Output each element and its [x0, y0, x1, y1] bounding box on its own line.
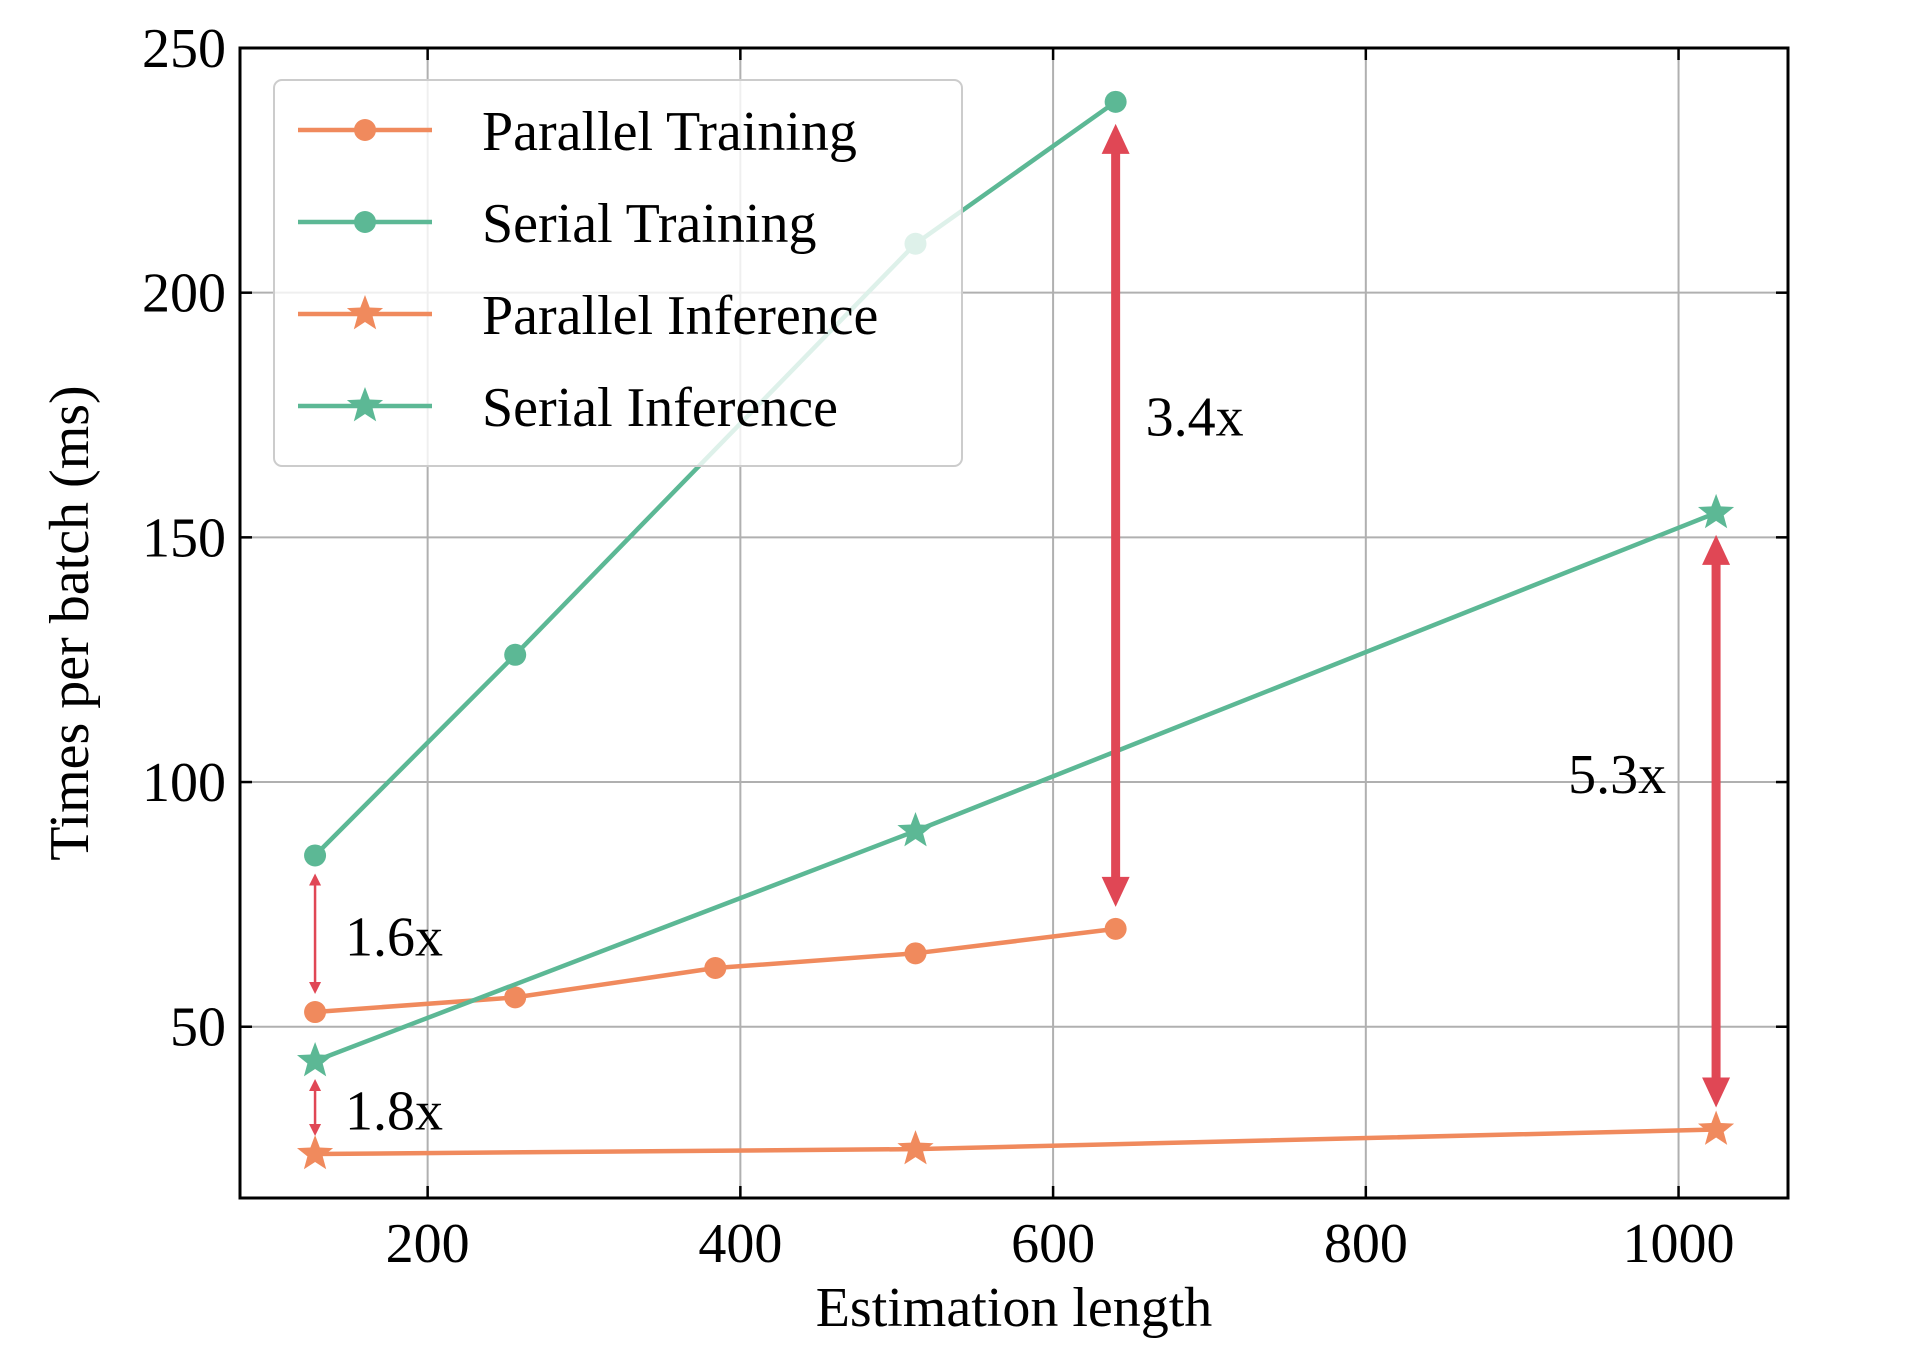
legend-marker-0: [354, 119, 376, 141]
series-0-point-3: [904, 942, 927, 965]
y-tick-label-0: 50: [170, 997, 226, 1059]
series-1-point-1: [504, 643, 527, 666]
legend-label-1: Serial Training: [482, 193, 816, 255]
annotation-arrowhead-bottom-2: [1101, 876, 1130, 907]
annotation-label-0: 1.6x: [345, 907, 443, 969]
series-0-point-4: [1104, 917, 1127, 940]
legend-label-3: Serial Inference: [482, 377, 838, 439]
annotation-arrowhead-top-2: [1101, 123, 1130, 154]
annotation-arrowhead-top-3: [1702, 534, 1731, 565]
series-line-2: [315, 1127, 1717, 1157]
legend-marker-1: [354, 211, 376, 233]
series-layer: [297, 90, 1735, 1170]
annotation-arrowhead-top-0: [309, 873, 322, 886]
series-1-point-3: [1104, 90, 1127, 113]
series-0-point-0: [304, 1001, 327, 1024]
legend-marker-2: [346, 295, 384, 330]
annotation-arrowhead-bottom-3: [1702, 1077, 1731, 1108]
series-3-point-2: [1698, 493, 1735, 529]
series-2-point-2: [1698, 1110, 1735, 1145]
series-0-point-2: [704, 957, 727, 979]
axis-ticks: 200 400 600 800 1000 50 100 150 200 250: [142, 18, 1788, 1275]
y-tick-label-1: 100: [142, 752, 226, 814]
series-3-point-1: [897, 812, 934, 847]
annotation-label-1: 1.8x: [345, 1080, 443, 1142]
x-tick-label-3: 800: [1324, 1213, 1408, 1275]
x-tick-label-0: 200: [386, 1213, 470, 1275]
x-axis-label: Estimation length: [816, 1277, 1213, 1339]
legend-marker-3: [346, 387, 384, 422]
legend: Parallel Training Serial Training Parallel…: [273, 79, 963, 467]
y-tick-label-2: 150: [142, 507, 226, 569]
legend-label-0: Parallel Training: [482, 101, 857, 163]
x-tick-label-1: 400: [698, 1213, 782, 1275]
annotation-arrowhead-bottom-0: [309, 982, 322, 995]
y-tick-label-4: 250: [142, 18, 226, 80]
series-0-point-1: [504, 986, 527, 1009]
series-2-point-1: [897, 1130, 934, 1165]
y-tick-label-3: 200: [142, 263, 226, 325]
annotation-arrowhead-top-1: [309, 1078, 322, 1091]
series-3-point-0: [297, 1042, 334, 1077]
annotation-label-2: 3.4x: [1146, 386, 1244, 448]
annotations-layer: 1.6x 1.8x 3.4x 5.3x: [309, 123, 1731, 1142]
series-1-point-0: [304, 844, 327, 867]
x-tick-label-4: 1000: [1623, 1213, 1735, 1275]
legend-label-2: Parallel Inference: [482, 285, 878, 347]
y-axis-label: Times per batch (ms): [39, 385, 101, 860]
legend-box: [273, 79, 963, 467]
annotation-arrowhead-bottom-1: [309, 1123, 322, 1136]
annotation-label-3: 5.3x: [1568, 744, 1666, 806]
x-tick-label-2: 600: [1011, 1213, 1095, 1275]
plot-frame: [238, 46, 1790, 1200]
series-2-point-0: [297, 1135, 334, 1170]
series-line-3: [314, 510, 1717, 1064]
